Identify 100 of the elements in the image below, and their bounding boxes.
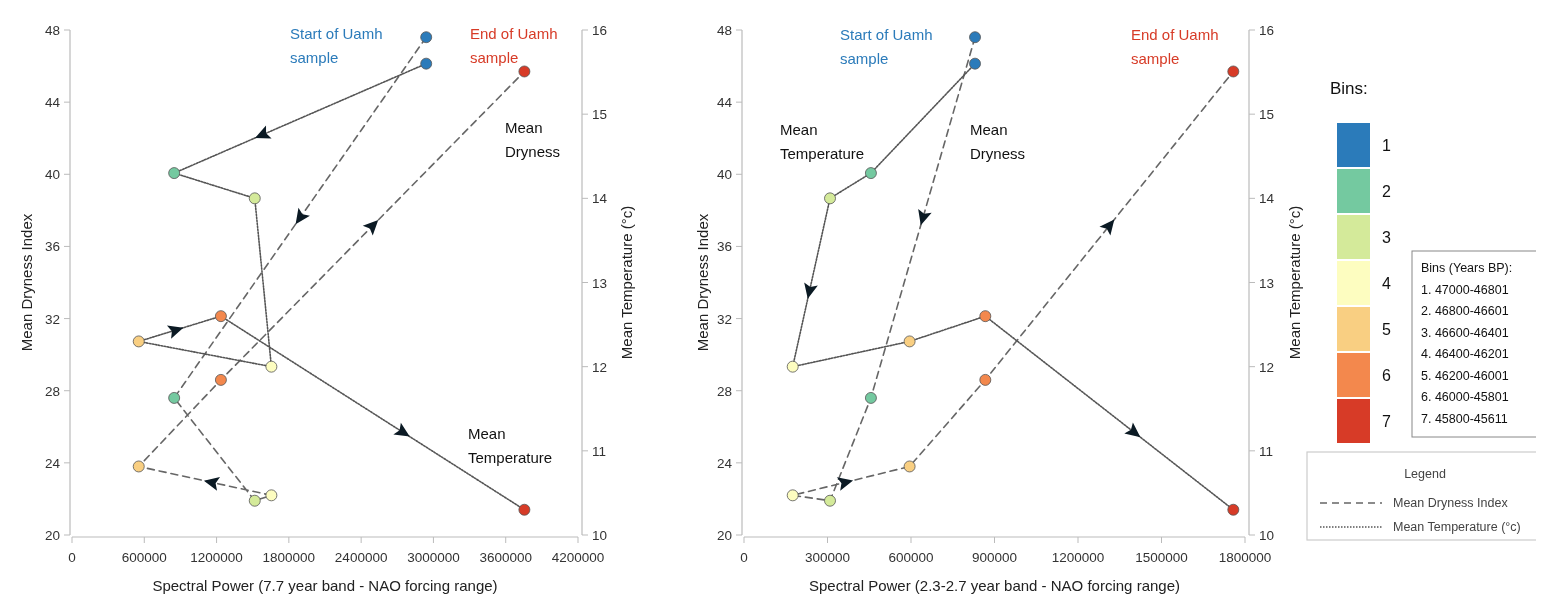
color-bar-label: 2 [1382,183,1391,200]
annotation: Mean Temperature [780,121,865,162]
y2-tick-label: 14 [592,191,608,207]
y-tick-label: 20 [44,528,60,543]
text: 2. 46800-46601 [1421,304,1509,318]
point [265,489,278,502]
y-tick-label: 48 [44,23,60,38]
point [265,360,278,373]
y2-tick-label: 11 [592,443,607,459]
y-tick-label: 36 [716,239,732,255]
y-tick-label: 28 [44,383,60,399]
text: Bins (Years BP): [1421,261,1513,275]
point [168,392,181,404]
x-tick-label: 1800000 [262,550,316,565]
point [215,310,227,323]
y2-tick-label: 14 [1259,191,1275,207]
text: 7. 45800-45611 [1421,411,1508,426]
y2-axis-title: Mean Temperature (°c) [1286,205,1303,360]
y-tick-label: 32 [44,311,60,327]
y2-tick-label: 10 [1259,528,1275,543]
text: 6. 46000-45801 [1421,390,1509,404]
point [786,489,799,502]
text: 1. 47000-46801 [1421,282,1509,297]
color-bar-title: Bins: [1330,79,1368,98]
y-tick-label: 40 [716,167,732,183]
y2-tick-label: 11 [1259,443,1274,459]
annotation: Mean Dryness [970,121,1026,162]
y-tick-label: 24 [44,455,61,471]
y2-tick-label: 16 [592,23,608,38]
y-tick-label: 36 [44,239,60,255]
y2-tick-label: 13 [1259,275,1275,291]
color-bar-label: 4 [1382,275,1391,292]
point [518,65,531,78]
y-tick-label: 44 [44,95,61,111]
x-tick-label: 900000 [971,550,1018,565]
point [865,392,877,404]
annotation: End of Uamh sample [1131,26,1219,67]
y2-tick-label: 16 [1259,23,1275,38]
x-tick-label: 1200000 [1051,550,1105,565]
point [824,494,836,507]
x-tick-label: 0 [68,550,76,565]
x-tick-label: 3600000 [479,550,532,565]
x-tick-label: 600000 [888,550,934,565]
y-tick-label: 20 [716,528,732,543]
point [969,57,981,70]
y-tick-label: 24 [716,455,733,471]
legend-label: Mean Dryness Index [1393,496,1509,510]
y-tick-label: 44 [716,95,733,111]
legend-label: Mean Temperature (°c) [1393,520,1521,534]
x-tick-label: 2400000 [334,550,388,565]
annotation: Start of Uamh sample [290,25,383,66]
y-axis-title: Mean Dryness Index [18,213,35,352]
color-bar-label: 7 [1382,413,1391,430]
point [824,192,836,205]
x-tick-label: 1200000 [190,550,243,565]
point [979,373,992,386]
point [248,192,261,205]
y-tick-label: 28 [716,383,732,399]
x-tick-label: 4200000 [551,550,605,565]
point [969,31,981,44]
text: 4. 46400-46201 [1421,347,1509,361]
x-tick-label: 1500000 [1135,550,1188,565]
y2-tick-label: 12 [592,359,608,375]
color-bar-label: 5 [1382,321,1391,338]
y2-tick-label: 15 [592,107,608,123]
point [168,167,181,179]
point [132,335,145,348]
y-tick-label: 32 [716,311,732,327]
point [786,360,799,373]
x-tick-label: 600000 [121,550,167,565]
point [865,167,877,179]
x-tick-label: 1800000 [1218,550,1272,565]
y-tick-label: 40 [44,167,60,183]
annotation: Start of Uamh sample [840,26,933,67]
point [215,373,227,386]
x-axis-title: Spectral Power (7.7 year band - NAO forcing range) [152,577,498,594]
x-tick-label: 0 [740,550,748,565]
color-bar-label: 1 [1382,137,1391,154]
y2-tick-label: 15 [1259,107,1275,123]
point [979,310,992,323]
y2-tick-label: 12 [1259,359,1275,375]
point [420,57,433,70]
y2-axis-title: Mean Temperature (°c) [618,205,635,360]
annotation: Mean Temperature [468,425,553,466]
point [248,494,261,507]
point [903,460,916,473]
y2-tick-label: 10 [592,528,608,543]
annotation: End of Uamh sample [470,25,558,66]
x-axis-title: Spectral Power (2.3-2.7 year band - NAO forcing range) [808,577,1181,594]
text: 3. 46600-46401 [1421,325,1509,340]
point [1227,503,1240,516]
point [1227,65,1240,78]
y-tick-label: 48 [716,23,732,38]
point [903,335,916,348]
color-bar-label: 6 [1382,367,1391,384]
point [132,460,145,473]
x-tick-label: 300000 [804,550,851,565]
point [420,31,433,44]
color-bar-label: 3 [1382,229,1391,246]
x-tick-label: 3000000 [407,550,460,565]
